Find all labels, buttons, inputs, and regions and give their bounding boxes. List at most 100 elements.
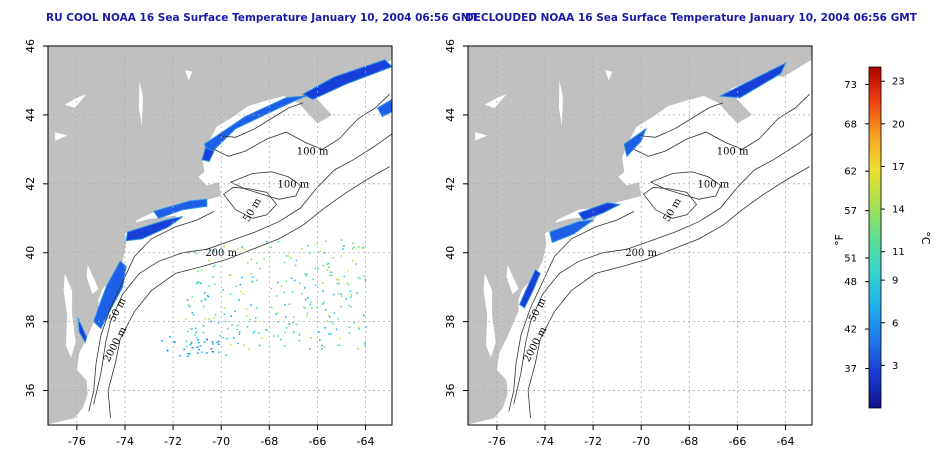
cold-water-band: [376, 98, 392, 118]
isobath-loop: [229, 171, 302, 200]
sst-pixel: [290, 277, 293, 280]
sst-pixel: [288, 303, 291, 305]
cold-water-band: [201, 146, 215, 162]
sst-pixel: [213, 317, 216, 319]
sst-pixel: [226, 328, 229, 330]
sst-pixel: [303, 287, 306, 289]
sst-pixel: [333, 312, 336, 314]
sst-pixel: [250, 273, 252, 275]
fahrenheit-tick-label: 51: [844, 254, 857, 265]
sst-pixel: [183, 348, 186, 351]
land-mass: [468, 46, 812, 425]
sst-pixel: [321, 348, 323, 350]
sst-pixel: [277, 321, 279, 323]
sst-pixel: [307, 244, 309, 247]
sst-pixel: [309, 301, 312, 303]
sst-pixel: [327, 314, 330, 317]
x-tick-label: -68: [680, 435, 698, 448]
sst-pixel: [331, 274, 333, 277]
sst-pixel: [318, 331, 320, 333]
x-tick-label: -76: [68, 435, 86, 448]
sst-pixel: [204, 318, 206, 320]
sst-pixel: [326, 263, 328, 265]
sst-pixel: [217, 322, 220, 324]
sst-pixel: [249, 318, 251, 321]
sst-pixel: [251, 276, 254, 278]
sst-pixel: [223, 307, 226, 309]
fahrenheit-axis-label: °F: [833, 234, 846, 246]
sst-pixel: [223, 313, 226, 316]
sst-pixel: [322, 290, 324, 292]
sst-pixel: [216, 341, 219, 344]
sst-pixel: [338, 279, 340, 281]
sst-pixel: [224, 320, 227, 323]
x-tick-label: -66: [728, 435, 746, 448]
sst-pixel: [214, 264, 216, 267]
sst-pixel: [285, 280, 288, 282]
sst-pixel: [326, 269, 329, 271]
sst-pixel: [194, 327, 197, 330]
cold-water-band: [77, 317, 88, 344]
sst-pixel: [345, 298, 347, 300]
contour-label: 100 m: [698, 179, 730, 190]
sst-pixel: [234, 310, 236, 313]
sst-pixel: [335, 328, 338, 331]
sst-pixel: [337, 318, 339, 320]
celsius-tick-label: 11: [892, 247, 905, 258]
sst-pixel: [358, 328, 360, 330]
sst-pixel: [363, 275, 365, 277]
sst-pixel: [206, 294, 209, 297]
fahrenheit-tick-label: 48: [844, 277, 857, 288]
sst-pixel: [255, 317, 257, 319]
sst-pixel: [322, 264, 325, 267]
sst-pixel: [197, 339, 199, 341]
bay: [86, 264, 99, 295]
sst-pixel: [195, 336, 198, 339]
sst-pixel: [306, 315, 308, 317]
x-tick-label: -66: [308, 435, 326, 448]
celsius-tick-label: 9: [892, 276, 898, 287]
sst-pixel: [206, 338, 208, 341]
sst-pixel: [324, 326, 326, 329]
bay: [483, 273, 496, 358]
sst-pixel: [364, 279, 367, 281]
sst-pixel: [239, 283, 242, 286]
sst-pixel: [357, 276, 360, 279]
sst-pixel: [364, 344, 367, 347]
sst-pixel: [204, 292, 206, 294]
sst-pixel: [237, 324, 239, 327]
sst-pixel: [328, 333, 330, 335]
sst-pixel: [301, 292, 303, 295]
sst-pixel: [222, 289, 224, 291]
sst-pixel: [212, 266, 214, 268]
sst-pixel: [219, 334, 222, 337]
sst-pixel: [203, 341, 206, 343]
sst-pixel: [323, 346, 325, 348]
sst-pixel: [205, 352, 208, 354]
x-tick-label: -74: [116, 435, 134, 448]
sst-pixel: [328, 316, 331, 318]
sst-pixel: [296, 323, 299, 326]
sst-pixel: [270, 246, 272, 249]
sst-pixel: [241, 246, 243, 249]
cold-water-band: [519, 269, 541, 309]
sst-pixel: [230, 315, 232, 317]
sst-pixel: [217, 343, 220, 345]
sst-pixel: [191, 295, 194, 298]
sst-pixel: [332, 257, 335, 259]
sst-pixel: [358, 246, 360, 248]
sst-pixel: [340, 255, 343, 257]
y-tick-label: 44: [444, 108, 457, 122]
cold-water-band: [549, 219, 594, 244]
sst-pixel: [200, 282, 202, 285]
sst-pixel: [211, 341, 214, 343]
sst-pixel: [323, 301, 325, 304]
sst-pixel: [252, 332, 254, 334]
sst-pixel: [238, 333, 241, 336]
sst-pixel: [179, 355, 182, 357]
sst-pixel: [237, 342, 239, 345]
sst-pixel: [229, 293, 232, 295]
sst-pixel: [246, 326, 249, 328]
sst-pixel: [290, 257, 292, 259]
